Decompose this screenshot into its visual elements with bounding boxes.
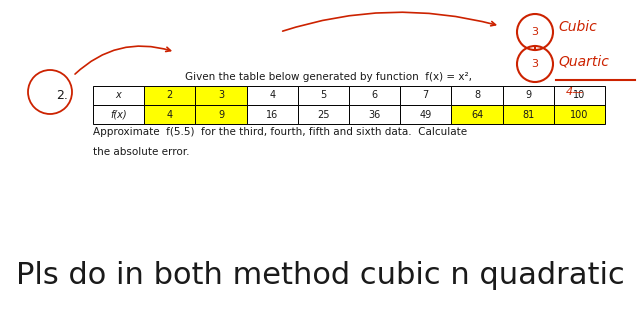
Bar <box>144 86 196 105</box>
Bar <box>247 86 298 105</box>
FancyArrowPatch shape <box>75 46 171 74</box>
Bar <box>349 86 400 105</box>
Bar <box>503 86 554 105</box>
Text: 9: 9 <box>218 110 224 120</box>
Text: 9: 9 <box>525 90 531 100</box>
Text: 3: 3 <box>218 90 224 100</box>
Bar <box>400 86 451 105</box>
FancyArrowPatch shape <box>283 12 495 31</box>
Bar <box>298 105 349 124</box>
Text: Cubic: Cubic <box>558 20 597 34</box>
Bar <box>451 105 503 124</box>
Bar <box>93 86 144 105</box>
Text: 5: 5 <box>320 90 326 100</box>
Text: 4: 4 <box>167 110 173 120</box>
Text: Given the table below generated by function  f(x) = x²,: Given the table below generated by funct… <box>185 72 472 82</box>
Bar <box>503 105 554 124</box>
Text: 81: 81 <box>522 110 535 120</box>
Bar <box>247 105 298 124</box>
Text: Pls do in both method cubic n quadratic: Pls do in both method cubic n quadratic <box>15 262 624 290</box>
Text: 64: 64 <box>471 110 483 120</box>
Text: f(x): f(x) <box>110 110 127 120</box>
Text: Approximate  f(5.5)  for the third, fourth, fifth and sixth data.  Calculate: Approximate f(5.5) for the third, fourth… <box>93 127 467 137</box>
Bar <box>554 105 605 124</box>
Text: 10: 10 <box>573 90 585 100</box>
Text: 8: 8 <box>474 90 480 100</box>
Text: 6: 6 <box>372 90 378 100</box>
Text: Quartic: Quartic <box>558 54 609 68</box>
Bar <box>196 86 247 105</box>
Text: x: x <box>116 90 122 100</box>
Text: 25: 25 <box>317 110 329 120</box>
Text: 3: 3 <box>531 27 538 37</box>
Text: 2.: 2. <box>56 89 68 102</box>
Text: 3: 3 <box>531 59 538 69</box>
Text: 4—: 4— <box>566 87 584 97</box>
Bar <box>196 105 247 124</box>
Bar <box>349 105 400 124</box>
Text: 36: 36 <box>369 110 381 120</box>
Bar <box>451 86 503 105</box>
Text: 100: 100 <box>570 110 588 120</box>
Bar <box>93 105 144 124</box>
Text: 2: 2 <box>167 90 173 100</box>
Text: 49: 49 <box>420 110 432 120</box>
Bar <box>144 105 196 124</box>
Bar <box>400 105 451 124</box>
Bar <box>298 86 349 105</box>
Text: 16: 16 <box>266 110 278 120</box>
Text: 4: 4 <box>269 90 275 100</box>
Text: 7: 7 <box>422 90 429 100</box>
Bar <box>554 86 605 105</box>
Text: the absolute error.: the absolute error. <box>93 147 190 157</box>
